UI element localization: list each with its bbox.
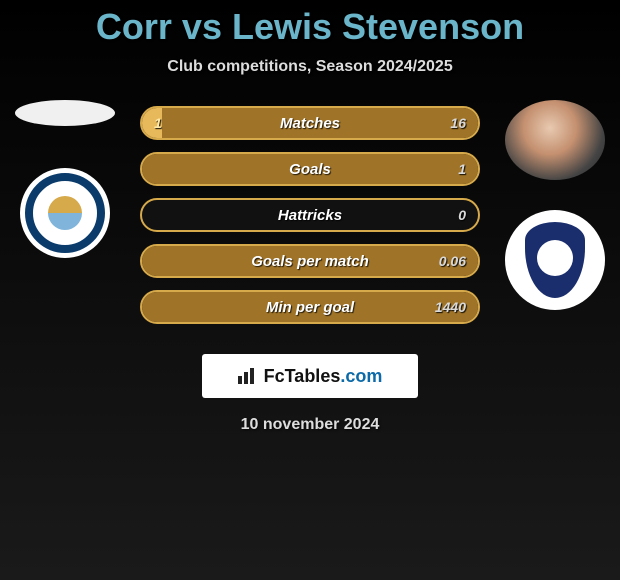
logo-suffix: .com <box>340 366 382 386</box>
stat-value-right: 1440 <box>435 292 466 322</box>
bars-icon <box>238 368 258 384</box>
logo-text: FcTables.com <box>264 366 383 387</box>
date-line: 10 november 2024 <box>0 416 620 434</box>
stat-value-right: 1 <box>458 154 466 184</box>
stat-bar: Matches1 16 <box>140 106 480 140</box>
stat-bar: Goals1 <box>140 152 480 186</box>
stat-label: Matches <box>142 108 478 138</box>
stat-bar: Hattricks0 <box>140 198 480 232</box>
stat-bar: Min per goal1440 <box>140 290 480 324</box>
logo-main: FcTables <box>264 366 341 386</box>
club-badge-left <box>20 168 110 258</box>
page-title: Corr vs Lewis Stevenson <box>0 0 620 48</box>
stat-value-right: 0 <box>458 200 466 230</box>
stat-bars: Matches116Goals1Hattricks0Goals per matc… <box>140 106 480 324</box>
player-left-column <box>10 106 120 258</box>
stat-label: Goals per match <box>142 246 478 276</box>
stat-label: Goals <box>142 154 478 184</box>
stat-value-right: 0.06 <box>439 246 466 276</box>
player-right-column <box>500 106 610 310</box>
stat-label: Hattricks <box>142 200 478 230</box>
player-right-avatar <box>505 100 605 180</box>
stat-value-right: 16 <box>450 108 466 138</box>
page-subtitle: Club competitions, Season 2024/2025 <box>0 58 620 76</box>
comparison-panel: Matches116Goals1Hattricks0Goals per matc… <box>0 106 620 336</box>
player-left-avatar <box>15 100 115 126</box>
stat-label: Min per goal <box>142 292 478 322</box>
stat-bar: Goals per match0.06 <box>140 244 480 278</box>
club-badge-right <box>505 210 605 310</box>
source-logo: FcTables.com <box>202 354 418 398</box>
stat-value-left: 1 <box>154 108 162 138</box>
